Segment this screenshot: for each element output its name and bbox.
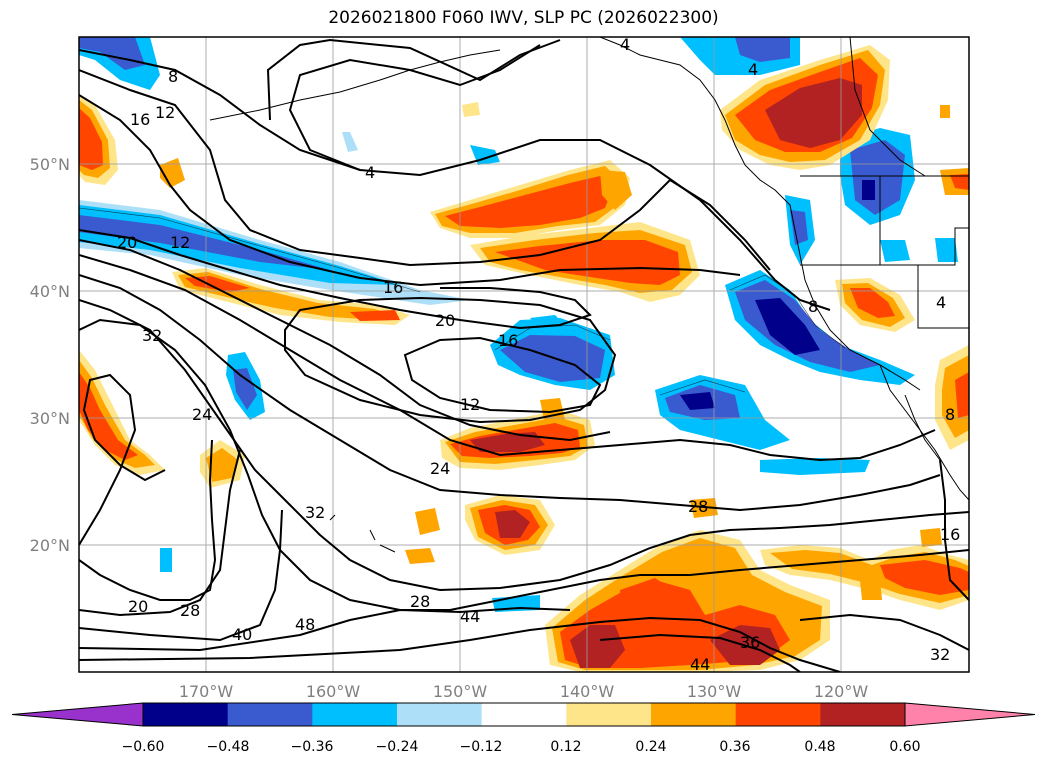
contour-label: 8: [945, 405, 955, 424]
contour-20-north: [79, 229, 592, 330]
colorbar-segment: [481, 703, 567, 726]
contour-44: [79, 616, 841, 672]
contour-label: 44: [460, 607, 480, 626]
contour-24-north: [79, 239, 611, 442]
contour-label: 20: [435, 311, 455, 330]
contour-28: [79, 274, 941, 512]
contour-label: 16: [940, 525, 960, 544]
colorbar-segments: [11, 702, 1036, 727]
contour-label: 32: [930, 645, 950, 664]
colorbar-segment: [397, 703, 483, 726]
colorbar-tick-label: −0.12: [460, 739, 503, 755]
contour-label: 12: [155, 103, 175, 122]
colorbar-tick-label: −0.48: [207, 739, 250, 755]
contour-label: 4: [936, 293, 946, 312]
contour-label: 32: [305, 503, 325, 522]
lon-tick-label: 150°W: [433, 682, 488, 701]
contour-label: 4: [365, 163, 375, 182]
colorbar-tick-label: −0.36: [291, 739, 334, 755]
contour-label: 16: [383, 278, 403, 297]
contour-label: 24: [192, 405, 212, 424]
contour-label: 12: [170, 233, 190, 252]
colorbar-extend-low: [11, 702, 144, 727]
contour-16-se: [939, 459, 969, 601]
contour-label: 12: [460, 395, 480, 414]
lat-tick-label: 20°N: [30, 536, 70, 555]
contour-12-low: [403, 336, 602, 414]
colorbar-tick-labels: −0.60 −0.48 −0.36 −0.24 −0.12 0.12 0.24 …: [122, 739, 921, 755]
lon-tick-label: 160°W: [306, 682, 361, 701]
iwv-fill-layer: [79, 37, 969, 672]
contour-48: [79, 606, 571, 652]
lat-tick-label: 50°N: [30, 155, 70, 174]
colorbar-tick-label: −0.60: [122, 739, 165, 755]
contour-label: 20: [117, 233, 137, 252]
colorbar-segment: [651, 703, 737, 726]
contour-label: 8: [168, 67, 178, 86]
lon-tick-labels: 170°W 160°W 150°W 140°W 130°W 120°W: [179, 682, 869, 701]
lon-tick-label: 120°W: [814, 682, 869, 701]
contour-4: [266, 38, 561, 121]
contour-label: 28: [688, 497, 708, 516]
colorbar-segment: [143, 703, 229, 726]
contour-32: [79, 299, 969, 592]
colorbar-segment: [566, 703, 652, 726]
lat-tick-labels: 50°N 40°N 30°N 20°N: [30, 155, 70, 555]
colorbar-segment: [820, 703, 906, 726]
contour-labels: 8 12 16 4 4 4 20 12 16 20 16 32 12 24 24…: [117, 35, 960, 674]
contour-label: 28: [410, 592, 430, 611]
contour-16-low: [284, 296, 617, 424]
colorbar-tick-label: 0.24: [635, 739, 666, 755]
colorbar-segment: [227, 703, 313, 726]
slp-contours: [79, 38, 969, 672]
contour-8: [79, 49, 831, 311]
contour-label: 36: [740, 633, 760, 652]
contour-label: 20: [128, 597, 148, 616]
colorbar-tick-label: 0.48: [804, 739, 835, 755]
colorbar-segment: [312, 703, 398, 726]
colorbar-tick-label: 0.60: [889, 739, 920, 755]
contour-20-south: [79, 439, 217, 601]
lon-tick-label: 170°W: [179, 682, 234, 701]
contour-label: 4: [748, 60, 758, 79]
lon-tick-label: 140°W: [560, 682, 615, 701]
contour-label: 32: [142, 326, 162, 345]
colorbar-extend-high: [904, 702, 1036, 727]
contour-label: 48: [295, 615, 315, 634]
colorbar: −0.60 −0.48 −0.36 −0.24 −0.12 0.12 0.24 …: [11, 702, 1036, 755]
contour-12: [79, 69, 771, 271]
contour-28-south: [79, 449, 241, 617]
contour-label: 16: [498, 331, 518, 350]
lat-tick-label: 40°N: [30, 282, 70, 301]
coastlines: [209, 37, 969, 553]
contour-label: 24: [430, 459, 450, 478]
contour-24: [79, 254, 936, 462]
colorbar-tick-label: 0.36: [719, 739, 750, 755]
contour-label: 28: [180, 601, 200, 620]
contour-label: 44: [690, 655, 710, 674]
colorbar-tick-label: −0.24: [376, 739, 419, 755]
map-title: 2026021800 F060 IWV, SLP PC (2026022300): [328, 8, 719, 28]
contour-label: 40: [232, 625, 252, 644]
contour-40: [79, 509, 283, 642]
contour-16: [79, 94, 741, 287]
contour-36: [599, 633, 801, 672]
lon-tick-label: 130°W: [687, 682, 742, 701]
contour-label: 4: [620, 35, 630, 54]
map-frame: [78, 36, 970, 673]
colorbar-frame: [142, 702, 906, 727]
contour-label: 8: [808, 297, 818, 316]
colorbar-tick-label: 0.12: [550, 739, 581, 755]
contour-32-se: [799, 613, 969, 651]
lat-tick-label: 30°N: [30, 409, 70, 428]
colorbar-segment: [735, 703, 821, 726]
fill-edges: [79, 207, 846, 396]
contour-label: 16: [130, 110, 150, 129]
